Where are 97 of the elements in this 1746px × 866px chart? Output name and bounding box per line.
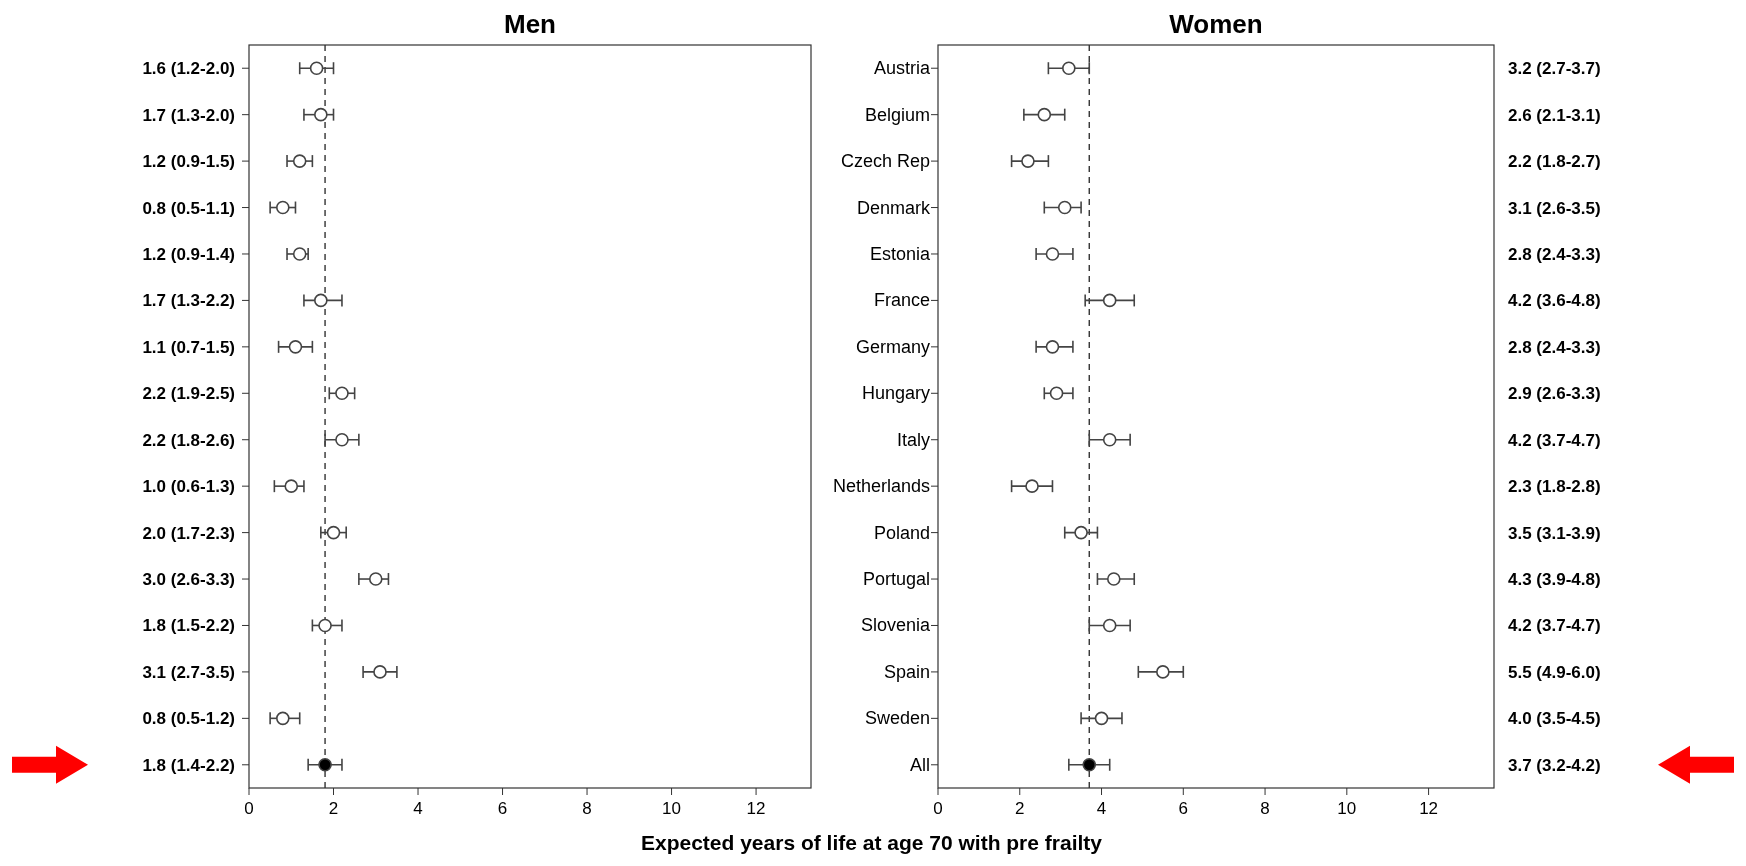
point	[318, 618, 332, 633]
data-label: 1.7 (1.3-2.0)	[142, 105, 235, 125]
data-label: 3.5 (3.1-3.9)	[1508, 523, 1601, 543]
point	[314, 293, 328, 308]
data-label: 2.3 (1.8-2.8)	[1508, 477, 1601, 497]
data-label: 1.8 (1.4-2.2)	[142, 755, 235, 775]
data-label: 1.8 (1.5-2.2)	[142, 616, 235, 636]
y-tick-label: Czech Rep	[840, 151, 930, 172]
point	[314, 107, 328, 122]
y-tick-label: Poland	[873, 522, 930, 543]
point	[292, 154, 307, 168]
data-label: 2.2 (1.8-2.7)	[1508, 152, 1601, 172]
point	[1106, 572, 1121, 586]
data-label: 1.1 (0.7-1.5)	[142, 337, 235, 357]
x-tick-label: 2	[1015, 799, 1025, 818]
point	[1057, 200, 1072, 215]
point	[276, 711, 290, 726]
x-tick-label: 10	[1337, 799, 1357, 818]
x-tick-label: 10	[662, 799, 682, 818]
data-label: 3.7 (3.2-4.2)	[1508, 755, 1601, 775]
point	[335, 386, 349, 401]
data-label: 4.2 (3.7-4.7)	[1508, 430, 1601, 450]
y-tick-label: Estonia	[869, 243, 931, 264]
data-label: 0.8 (0.5-1.1)	[142, 198, 235, 218]
data-label: 2.2 (1.9-2.5)	[142, 384, 235, 404]
point	[373, 665, 387, 679]
data-label: 1.2 (0.9-1.4)	[142, 244, 235, 264]
x-tick-label: 4	[413, 799, 423, 818]
point	[309, 61, 324, 76]
data-label: 3.0 (2.6-3.3)	[142, 570, 235, 590]
point	[1037, 107, 1052, 122]
point	[1074, 525, 1088, 540]
point	[1082, 757, 1097, 772]
y-tick-label: All	[909, 754, 930, 775]
y-tick-label: France	[873, 290, 930, 311]
data-label: 2.9 (2.6-3.3)	[1508, 384, 1601, 404]
point	[292, 247, 307, 261]
x-tick-label: 8	[582, 799, 592, 818]
data-label: 2.6 (2.1-3.1)	[1508, 105, 1601, 125]
x-tick-label: 0	[244, 799, 254, 818]
x-tick-label: 6	[497, 799, 508, 818]
point	[1156, 665, 1170, 679]
x-tick-label: 6	[1178, 799, 1189, 818]
data-label: 4.2 (3.7-4.7)	[1508, 616, 1601, 636]
point	[1094, 711, 1109, 726]
data-label: 4.0 (3.5-4.5)	[1508, 709, 1601, 729]
x-tick-label: 4	[1096, 799, 1107, 818]
x-tick-label: 0	[933, 799, 943, 818]
point	[1045, 247, 1060, 261]
x-tick-label: 12	[746, 799, 766, 818]
chart-title: Women	[1169, 9, 1263, 39]
data-label: 1.7 (1.3-2.2)	[142, 291, 235, 311]
point	[1062, 61, 1076, 76]
data-label: 2.0 (1.7-2.3)	[142, 523, 235, 543]
chart-title: Men	[504, 9, 556, 39]
x-tick-label: 12	[1419, 799, 1439, 818]
point	[318, 757, 332, 772]
y-tick-label: Slovenia	[860, 615, 931, 636]
point	[326, 525, 341, 540]
point	[368, 572, 383, 586]
point	[1102, 293, 1117, 308]
point	[1021, 154, 1035, 168]
data-label: 1.0 (0.6-1.3)	[142, 477, 235, 497]
point	[1025, 479, 1039, 493]
point	[1102, 432, 1117, 447]
y-tick-label: Belgium	[864, 104, 930, 125]
data-label: 3.1 (2.7-3.5)	[142, 662, 235, 682]
point	[1045, 340, 1060, 354]
point	[276, 200, 290, 215]
data-label: 2.2 (1.8-2.6)	[142, 430, 235, 450]
x-tick-label: 8	[1260, 799, 1270, 818]
point	[288, 340, 303, 354]
data-label: 0.8 (0.5-1.2)	[142, 709, 235, 729]
data-label: 5.5 (4.9-6.0)	[1508, 662, 1601, 682]
y-tick-label: Denmark	[856, 197, 931, 218]
y-tick-label: Hungary	[861, 383, 930, 404]
y-tick-label: Austria	[873, 58, 931, 79]
data-label: 1.6 (1.2-2.0)	[142, 59, 235, 79]
data-label: 3.2 (2.7-3.7)	[1508, 59, 1601, 79]
data-label: 4.3 (3.9-4.8)	[1508, 570, 1601, 590]
data-label: 3.1 (2.6-3.5)	[1508, 198, 1601, 218]
x-axis-title: Expected years of life at age 70 with pre frailty	[640, 831, 1103, 854]
data-label: 4.2 (3.6-4.8)	[1508, 291, 1601, 311]
y-tick-label: Spain	[883, 661, 930, 682]
x-tick-label: 2	[328, 799, 339, 818]
y-tick-label: Italy	[896, 429, 930, 450]
y-tick-label: Netherlands	[832, 476, 930, 497]
data-label: 2.8 (2.4-3.3)	[1508, 337, 1601, 357]
point	[284, 479, 299, 493]
y-tick-label: Germany	[855, 336, 930, 357]
y-tick-label: Sweden	[864, 708, 930, 729]
point	[1102, 618, 1117, 633]
data-label: 1.2 (0.9-1.5)	[142, 152, 235, 172]
point	[1049, 386, 1064, 401]
point	[335, 432, 349, 447]
y-tick-label: Portugal	[862, 569, 930, 590]
data-label: 2.8 (2.4-3.3)	[1508, 244, 1601, 264]
